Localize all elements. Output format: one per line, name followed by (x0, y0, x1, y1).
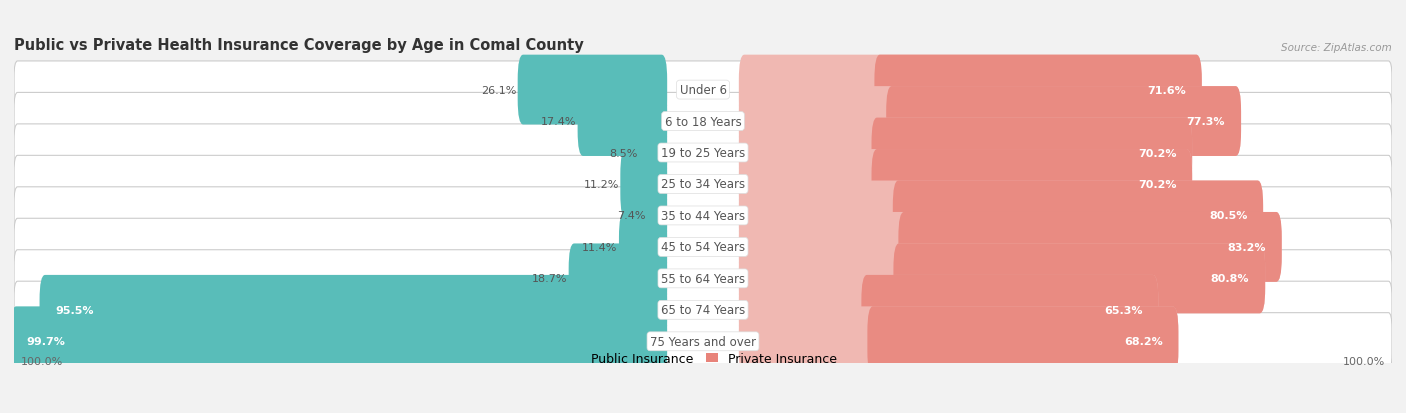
Text: 65.3%: 65.3% (1104, 305, 1143, 315)
FancyBboxPatch shape (568, 244, 668, 313)
Text: 7.4%: 7.4% (617, 211, 645, 221)
FancyBboxPatch shape (868, 306, 1178, 376)
Text: 100.0%: 100.0% (21, 356, 63, 366)
FancyBboxPatch shape (738, 181, 1263, 251)
Text: 11.2%: 11.2% (583, 180, 619, 190)
FancyBboxPatch shape (620, 150, 668, 219)
Text: 45 to 54 Years: 45 to 54 Years (661, 241, 745, 254)
FancyBboxPatch shape (14, 250, 1392, 307)
FancyBboxPatch shape (14, 156, 1392, 213)
Text: Public vs Private Health Insurance Coverage by Age in Comal County: Public vs Private Health Insurance Cover… (14, 38, 583, 53)
Text: Source: ZipAtlas.com: Source: ZipAtlas.com (1281, 43, 1392, 53)
FancyBboxPatch shape (14, 125, 1392, 182)
FancyBboxPatch shape (738, 306, 1178, 376)
FancyBboxPatch shape (738, 275, 1159, 345)
Text: 80.8%: 80.8% (1211, 274, 1250, 284)
Text: 6 to 18 Years: 6 to 18 Years (665, 115, 741, 128)
FancyBboxPatch shape (14, 188, 1392, 244)
FancyBboxPatch shape (886, 87, 1241, 157)
FancyBboxPatch shape (872, 150, 1192, 219)
Text: 17.4%: 17.4% (541, 117, 576, 127)
Text: 26.1%: 26.1% (481, 85, 516, 95)
Text: 35 to 44 Years: 35 to 44 Years (661, 209, 745, 223)
FancyBboxPatch shape (647, 181, 668, 251)
Text: 70.2%: 70.2% (1137, 180, 1177, 190)
Text: 8.5%: 8.5% (609, 148, 637, 158)
Text: 68.2%: 68.2% (1123, 337, 1163, 347)
Text: 65 to 74 Years: 65 to 74 Years (661, 304, 745, 317)
Text: 99.7%: 99.7% (27, 337, 65, 347)
FancyBboxPatch shape (14, 93, 1392, 150)
Text: 83.2%: 83.2% (1227, 242, 1265, 252)
FancyBboxPatch shape (738, 212, 1282, 282)
FancyBboxPatch shape (738, 87, 1241, 157)
FancyBboxPatch shape (14, 282, 1392, 339)
Text: 55 to 64 Years: 55 to 64 Years (661, 272, 745, 285)
FancyBboxPatch shape (14, 219, 1392, 276)
Text: 70.2%: 70.2% (1137, 148, 1177, 158)
FancyBboxPatch shape (893, 244, 1265, 313)
FancyBboxPatch shape (39, 275, 668, 345)
FancyBboxPatch shape (578, 87, 668, 157)
FancyBboxPatch shape (898, 212, 1282, 282)
FancyBboxPatch shape (14, 62, 1392, 119)
FancyBboxPatch shape (862, 275, 1159, 345)
Text: 19 to 25 Years: 19 to 25 Years (661, 147, 745, 160)
Text: 77.3%: 77.3% (1187, 117, 1225, 127)
Text: Under 6: Under 6 (679, 84, 727, 97)
Legend: Public Insurance, Private Insurance: Public Insurance, Private Insurance (564, 347, 842, 370)
Text: 75 Years and over: 75 Years and over (650, 335, 756, 348)
FancyBboxPatch shape (875, 55, 1202, 125)
FancyBboxPatch shape (738, 55, 1202, 125)
Text: 95.5%: 95.5% (55, 305, 94, 315)
Text: 100.0%: 100.0% (1343, 356, 1385, 366)
FancyBboxPatch shape (872, 118, 1192, 188)
Text: 80.5%: 80.5% (1209, 211, 1247, 221)
FancyBboxPatch shape (517, 55, 668, 125)
FancyBboxPatch shape (638, 118, 668, 188)
FancyBboxPatch shape (619, 212, 668, 282)
FancyBboxPatch shape (11, 306, 668, 376)
FancyBboxPatch shape (738, 244, 1265, 313)
Text: 25 to 34 Years: 25 to 34 Years (661, 178, 745, 191)
FancyBboxPatch shape (738, 150, 1192, 219)
Text: 18.7%: 18.7% (531, 274, 567, 284)
FancyBboxPatch shape (893, 181, 1263, 251)
Text: 71.6%: 71.6% (1147, 85, 1185, 95)
FancyBboxPatch shape (738, 118, 1192, 188)
FancyBboxPatch shape (14, 313, 1392, 370)
Text: 11.4%: 11.4% (582, 242, 617, 252)
